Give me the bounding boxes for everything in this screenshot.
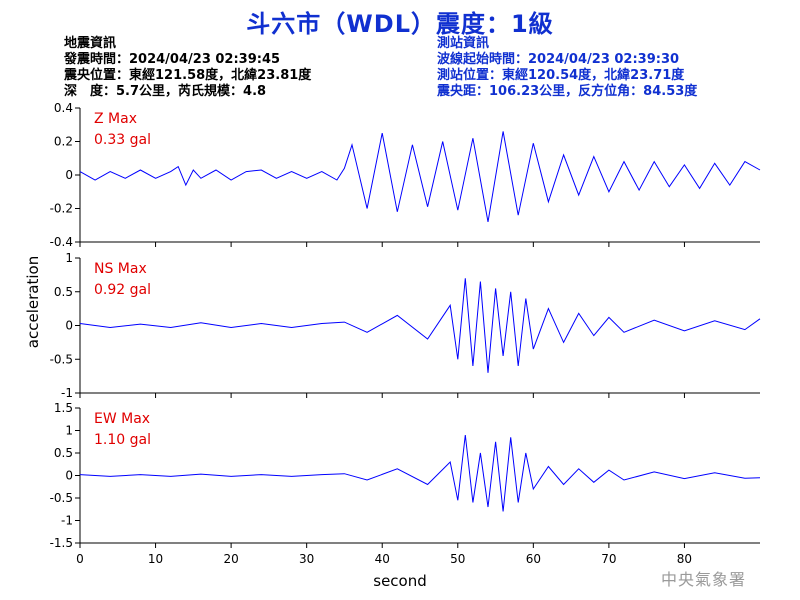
earthquake-info-heading: 地震資訊 [64, 36, 117, 51]
y-tick-label: -1.5 [50, 536, 73, 550]
epicenter-location: 震央位置：東經121.58度，北緯23.81度 [64, 68, 312, 83]
y-tick-label: 0.5 [54, 446, 73, 460]
y-tick-label: -0.2 [50, 202, 73, 216]
earthquake-info: 地震資訊 發震時間：2024/04/23 02:39:45 震央位置：東經121… [64, 36, 311, 100]
page-title: 斗六市（WDL）震度：1級 [246, 10, 554, 38]
x-axis-label: second [373, 572, 427, 590]
y-tick-label: -0.5 [50, 491, 73, 505]
y-tick-label: -0.5 [50, 352, 73, 366]
max-label: EW Max [94, 411, 150, 427]
station-info-heading: 測站資訊 [437, 36, 490, 51]
x-tick-label: 20 [223, 552, 238, 566]
y-tick-label: 1 [65, 424, 73, 438]
x-tick-label: 60 [526, 552, 541, 566]
x-tick-label: 80 [677, 552, 692, 566]
x-tick-label: 0 [76, 552, 84, 566]
y-tick-label: 1.5 [54, 401, 73, 415]
epicentral-distance: 震央距：106.23公里，反方位角：84.53度 [437, 84, 698, 99]
x-tick-label: 30 [299, 552, 314, 566]
y-tick-label: 0.5 [54, 285, 73, 299]
trace-ns [79, 278, 761, 373]
wave-start-time: 波線起始時間：2024/04/23 02:39:30 [437, 52, 680, 67]
panel-ew: -1.5 -1 -0.5 0 0.5 1 1.5 EW Max 1.10 gal [50, 401, 761, 550]
trace-z [79, 131, 761, 222]
y-tick-label: -0.4 [50, 235, 73, 249]
y-tick-label: 0.2 [54, 135, 73, 149]
max-label: Z Max [94, 111, 137, 127]
y-tick-label: 0 [65, 469, 73, 483]
panel-ns: -1 -0.5 0 0.5 1 NS Max 0.92 gal [50, 251, 761, 400]
station-location: 測站位置：東經120.54度，北緯23.71度 [437, 68, 685, 83]
x-tick-label: 40 [375, 552, 390, 566]
x-tick-label: 70 [601, 552, 616, 566]
station-info: 測站資訊 波線起始時間：2024/04/23 02:39:30 測站位置：東經1… [437, 36, 697, 100]
y-axis-label: acceleration [24, 256, 42, 348]
depth-magnitude: 深 度：5.7公里，芮氏規模：4.8 [64, 84, 267, 99]
panel-z: -0.4 -0.2 0 0.2 0.4 Z Max 0.33 gal [50, 101, 761, 249]
x-tick-label: 50 [450, 552, 465, 566]
y-tick-label: -1 [61, 514, 73, 528]
y-tick-label: 0 [65, 319, 73, 333]
max-label: NS Max [94, 261, 147, 277]
max-value: 0.92 gal [94, 282, 151, 298]
y-tick-label: 1 [65, 251, 73, 265]
y-tick-label: 0.4 [54, 101, 73, 115]
origin-time: 發震時間：2024/04/23 02:39:45 [64, 52, 281, 67]
max-value: 0.33 gal [94, 132, 151, 148]
x-tick-label: 10 [148, 552, 163, 566]
max-value: 1.10 gal [94, 432, 151, 448]
agency-watermark: 中央氣象署 [660, 570, 746, 589]
y-tick-label: 0 [65, 168, 73, 182]
trace-ew [79, 434, 761, 512]
y-tick-label: -1 [61, 386, 73, 400]
